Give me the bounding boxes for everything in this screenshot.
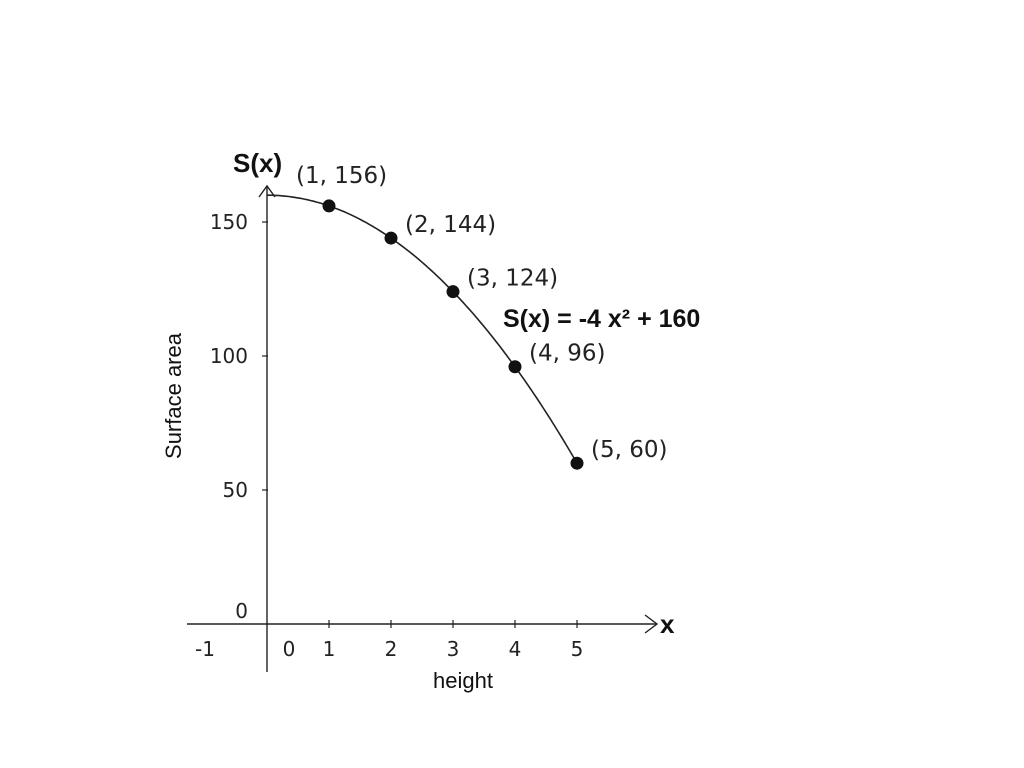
y-axis-title: Surface area xyxy=(161,332,186,459)
point-label: (5, 60) xyxy=(591,437,667,463)
x-tick-label: 2 xyxy=(385,637,398,661)
x-tick-label: 1 xyxy=(323,637,336,661)
point-label: (3, 124) xyxy=(467,266,558,292)
x-tick-label: -1 xyxy=(195,637,215,661)
point-label: (4, 96) xyxy=(529,341,605,367)
x-tick-label: 3 xyxy=(447,637,460,661)
y-axis-arrow xyxy=(258,184,276,198)
y-tick-label: 0 xyxy=(235,599,248,623)
axes xyxy=(187,184,659,672)
y-tick-label: 100 xyxy=(210,344,248,368)
x-axis-arrow xyxy=(644,614,659,634)
x-axis-title: height xyxy=(433,668,493,693)
x-axis-name: x xyxy=(660,609,675,639)
data-points: (1, 156) (2, 144) (3, 124) (4, 96) (5, 60) xyxy=(296,163,667,470)
equation-label: S(x) = -4 x² + 160 xyxy=(503,305,700,333)
data-point xyxy=(570,456,584,470)
data-point xyxy=(446,285,460,299)
data-point xyxy=(384,231,398,245)
x-tick-label: 0 xyxy=(283,637,296,661)
point-label: (2, 144) xyxy=(405,212,496,238)
x-tick-label: 4 xyxy=(509,637,522,661)
function-curve xyxy=(267,194,578,464)
point-label: (1, 156) xyxy=(296,163,387,189)
y-tick-label: 150 xyxy=(210,210,248,234)
x-tick-label: 5 xyxy=(571,637,584,661)
y-axis-name: S(x) xyxy=(233,148,282,178)
data-point xyxy=(322,199,336,213)
y-tick-label: 50 xyxy=(223,478,248,502)
data-point xyxy=(508,360,522,374)
